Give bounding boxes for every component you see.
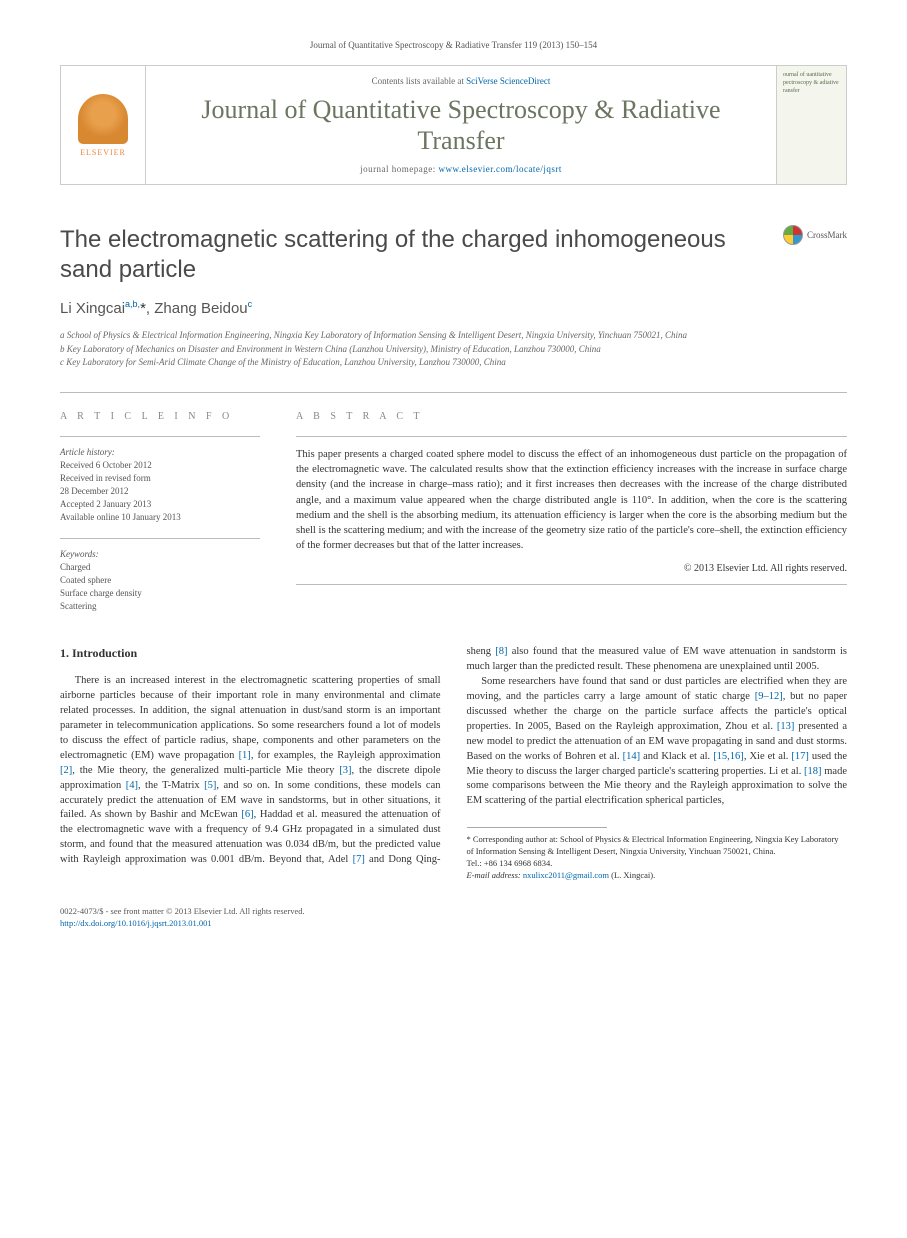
journal-header-box: ELSEVIER Contents lists available at Sci… xyxy=(60,65,847,185)
ref-link-13[interactable]: [13] xyxy=(777,721,795,732)
history-lines: Received 6 October 2012 Received in revi… xyxy=(60,459,260,524)
elsevier-label: ELSEVIER xyxy=(80,148,126,157)
abstract-copyright: © 2013 Elsevier Ltd. All rights reserved… xyxy=(296,563,847,574)
author-1: Li Xingcai xyxy=(60,300,125,317)
keyword: Surface charge density xyxy=(60,587,260,600)
article-info-heading: A R T I C L E I N F O xyxy=(60,411,260,422)
ref-link-3[interactable]: [3] xyxy=(339,765,351,776)
abstract-bottom-rule xyxy=(296,584,847,585)
crossmark-icon xyxy=(783,225,803,245)
abstract-rule xyxy=(296,436,847,437)
crossmark-badge[interactable]: CrossMark xyxy=(783,225,847,245)
ref-link-14[interactable]: [14] xyxy=(623,751,641,762)
text-run: , for examples, the Rayleigh approximati… xyxy=(251,750,441,761)
abstract-column: A B S T R A C T This paper presents a ch… xyxy=(296,411,847,613)
keywords-list: Charged Coated sphere Surface charge den… xyxy=(60,561,260,613)
author-2: , Zhang Beidou xyxy=(146,300,248,317)
affiliations-block: a School of Physics & Electrical Informa… xyxy=(60,329,847,370)
keyword: Scattering xyxy=(60,600,260,613)
abstract-heading: A B S T R A C T xyxy=(296,411,847,422)
footnote-corr: * Corresponding author at: School of Phy… xyxy=(467,834,848,858)
text-run: , the T-Matrix xyxy=(138,780,204,791)
doi-link[interactable]: http://dx.doi.org/10.1016/j.jqsrt.2013.0… xyxy=(60,918,212,928)
history-item: Accepted 2 January 2013 xyxy=(60,498,260,511)
contents-prefix: Contents lists available at xyxy=(372,76,466,86)
footnote-email-line: E-mail address: nxulixc2011@gmail.com (L… xyxy=(467,870,848,882)
ref-link-8[interactable]: [8] xyxy=(495,646,507,657)
title-row: The electromagnetic scattering of the ch… xyxy=(60,225,847,285)
text-run: and Klack et al. xyxy=(640,751,713,762)
article-info-column: A R T I C L E I N F O Article history: R… xyxy=(60,411,260,613)
sciencedirect-link[interactable]: SciVerse ScienceDirect xyxy=(466,76,550,86)
homepage-link[interactable]: www.elsevier.com/locate/jqsrt xyxy=(439,164,562,174)
corresponding-footnote: * Corresponding author at: School of Phy… xyxy=(467,834,848,882)
keyword: Charged xyxy=(60,561,260,574)
authors-line: Li Xingcaia,b,*, Zhang Beidouc xyxy=(60,299,847,317)
email-link[interactable]: nxulixc2011@gmail.com xyxy=(523,870,609,880)
affiliation-a: a School of Physics & Electrical Informa… xyxy=(60,329,847,343)
ref-link-2[interactable]: [2] xyxy=(60,765,72,776)
text-run: by Bashir and McEwan xyxy=(136,809,241,820)
crossmark-label: CrossMark xyxy=(807,230,847,240)
abstract-text: This paper presents a charged coated sph… xyxy=(296,447,847,554)
ref-link-15-16[interactable]: [15,16] xyxy=(713,751,744,762)
keyword: Coated sphere xyxy=(60,574,260,587)
footnote-rule xyxy=(467,827,607,828)
text-run: also found that the measured value of EM… xyxy=(467,646,848,672)
ref-link-17[interactable]: [17] xyxy=(791,751,809,762)
elsevier-tree-icon xyxy=(78,94,128,144)
text-run: , Xie et al. xyxy=(744,751,792,762)
ref-link-1[interactable]: [1] xyxy=(239,750,251,761)
top-citation: Journal of Quantitative Spectroscopy & R… xyxy=(60,40,847,50)
journal-cover-thumbnail: ournal of uantitative pectroscopy & adia… xyxy=(776,66,846,184)
header-center: Contents lists available at SciVerse Sci… xyxy=(146,66,776,184)
section-1-heading: 1. Introduction xyxy=(60,645,441,662)
homepage-prefix: journal homepage: xyxy=(360,164,438,174)
affiliation-b: b Key Laboratory of Mechanics on Disaste… xyxy=(60,343,847,357)
elsevier-logo-cell: ELSEVIER xyxy=(61,66,146,184)
ref-link-4[interactable]: [4] xyxy=(126,780,138,791)
history-label: Article history: xyxy=(60,447,260,457)
text-run: , the Mie theory, the generalized multi-… xyxy=(72,765,339,776)
kw-rule xyxy=(60,538,260,539)
info-rule xyxy=(60,436,260,437)
info-abstract-row: A R T I C L E I N F O Article history: R… xyxy=(60,392,847,613)
article-title: The electromagnetic scattering of the ch… xyxy=(60,225,783,285)
ref-link-6[interactable]: [6] xyxy=(241,809,253,820)
keywords-label: Keywords: xyxy=(60,549,260,559)
page-bottom-info: 0022-4073/$ - see front matter © 2013 El… xyxy=(60,906,847,930)
homepage-line: journal homepage: www.elsevier.com/locat… xyxy=(166,164,756,174)
history-item: Received in revised form xyxy=(60,472,260,485)
author-1-affil: a,b, xyxy=(125,299,140,309)
journal-name: Journal of Quantitative Spectroscopy & R… xyxy=(166,94,756,156)
history-item: 28 December 2012 xyxy=(60,485,260,498)
footnote-tel: Tel.: +86 134 6968 6834. xyxy=(467,858,848,870)
history-item: Received 6 October 2012 xyxy=(60,459,260,472)
ref-link-7[interactable]: [7] xyxy=(353,854,365,865)
contents-line: Contents lists available at SciVerse Sci… xyxy=(166,76,756,86)
author-2-affil: c xyxy=(248,299,253,309)
front-matter-line: 0022-4073/$ - see front matter © 2013 El… xyxy=(60,906,847,918)
ref-link-18[interactable]: [18] xyxy=(804,766,822,777)
history-item: Available online 10 January 2013 xyxy=(60,511,260,524)
intro-paragraph-3: Some researchers have found that sand or… xyxy=(467,675,848,809)
ref-link-5[interactable]: [5] xyxy=(204,780,216,791)
email-suffix: (L. Xingcai). xyxy=(609,870,655,880)
body-two-column: 1. Introduction There is an increased in… xyxy=(60,645,847,882)
email-label: E-mail address: xyxy=(467,870,523,880)
ref-link-9-12[interactable]: [9–12] xyxy=(755,691,783,702)
affiliation-c: c Key Laboratory for Semi-Arid Climate C… xyxy=(60,356,847,370)
text-run: There is an increased interest in the el… xyxy=(60,675,441,761)
